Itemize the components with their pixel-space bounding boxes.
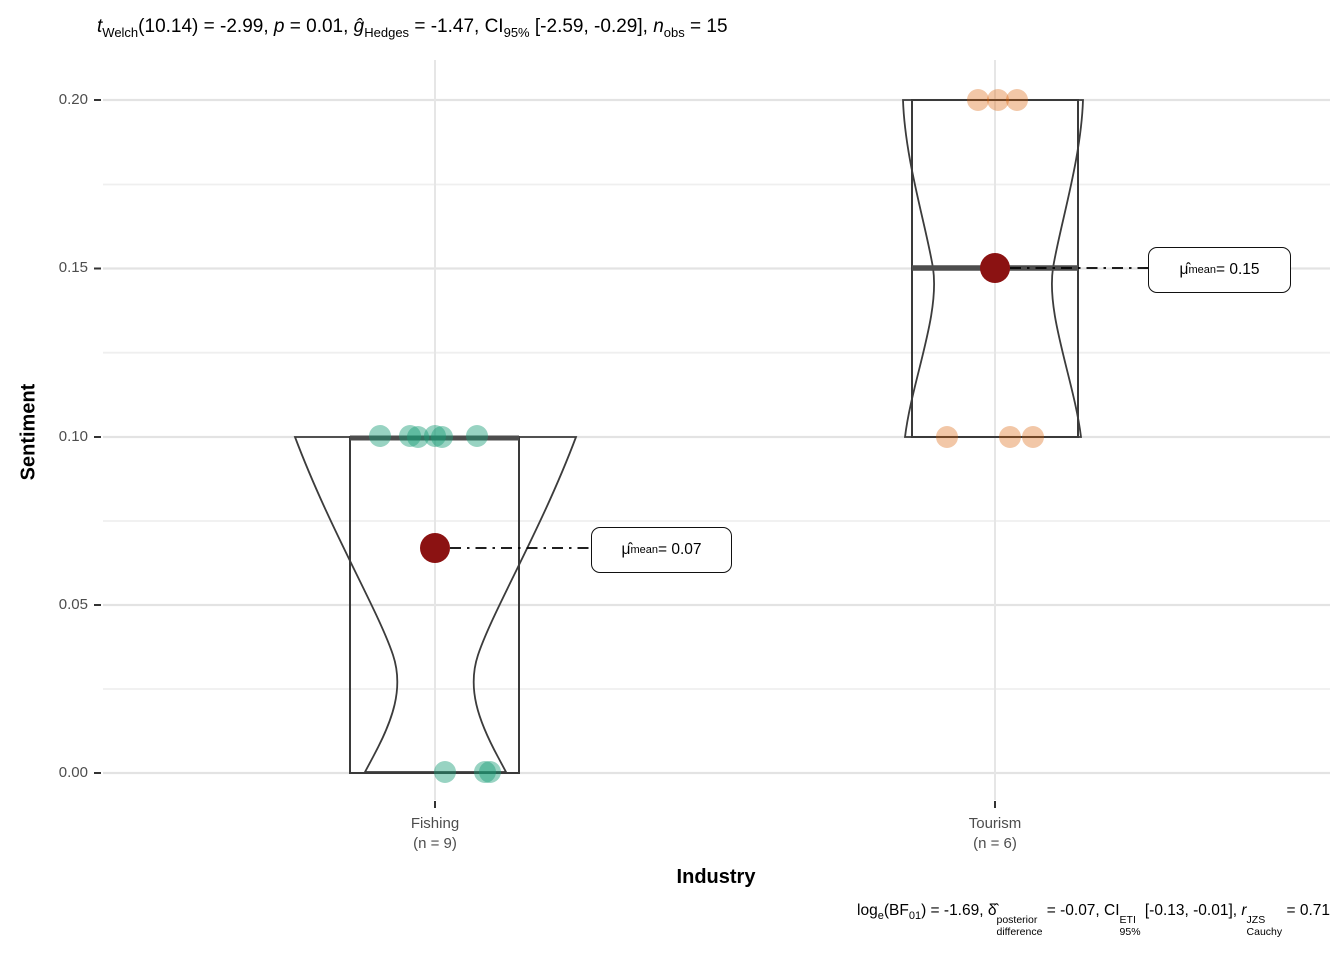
stats-caption-part: ) = -1.69,	[921, 902, 988, 919]
gridlines-vertical	[434, 60, 996, 800]
y-tick-label: 0.10	[58, 428, 88, 445]
stats-subtitle-part: (10.14) = -2.99,	[138, 16, 274, 37]
stats-subtitle-part: obs	[663, 25, 685, 40]
stats-subtitle-part: n	[653, 16, 664, 37]
stats-subtitle-part: Welch	[102, 25, 139, 40]
mu-hat-symbol: μ̂	[1179, 261, 1189, 278]
stats-caption-part: 01	[908, 910, 922, 922]
y-tick-label: 0.15	[58, 259, 88, 276]
points-tourism	[936, 89, 1044, 448]
violin-tourism	[902, 99, 1084, 438]
stats-caption-supsub: JZS Cauchy	[1246, 914, 1283, 939]
x-axis-title: Industry	[676, 866, 756, 888]
mean-label-value: = 0.07	[657, 541, 702, 558]
stats-caption-supsub: posterior difference	[996, 914, 1043, 939]
stats-caption-part: (BF	[883, 902, 909, 919]
stats-caption: loge(BF01) = -1.69, δ̂ posterior differenc…	[857, 902, 1330, 939]
stats-caption-part: e	[877, 910, 884, 922]
mean-label-tourism: μ̂ mean = 0.15	[1148, 247, 1291, 293]
mean-label-subscript: mean	[1188, 264, 1216, 276]
stats-subtitle-part: = 0.01,	[284, 16, 354, 37]
stats-caption-supsub: ETI 95%	[1119, 914, 1141, 939]
x-category-name: Tourism	[968, 815, 1022, 832]
y-tick-label: 0.00	[58, 764, 88, 781]
stats-caption-part: [-0.13, -0.01],	[1140, 902, 1242, 919]
x-category-fishing: Fishing (n = 9)	[350, 814, 520, 854]
x-category-n: (n = 6)	[973, 835, 1017, 852]
stats-caption-sub: Cauchy	[1246, 925, 1283, 938]
x-category-name: Fishing	[410, 815, 460, 832]
stats-subtitle-part: Hedges	[364, 25, 410, 40]
mean-point-tourism	[980, 253, 1010, 283]
points-fishing	[369, 425, 501, 783]
y-tick-label: 0.20	[58, 91, 88, 108]
stats-caption-sup: JZS	[1246, 914, 1266, 926]
stats-caption-sub: 95%	[1119, 925, 1141, 938]
x-category-tourism: Tourism (n = 6)	[910, 814, 1080, 854]
stats-caption-sub: difference	[996, 925, 1043, 938]
stats-subtitle-part: t	[97, 16, 103, 37]
x-category-n: (n = 9)	[413, 835, 457, 852]
y-axis-title: Sentiment	[17, 383, 40, 481]
mean-point-fishing	[420, 533, 450, 563]
stats-subtitle-part: = -1.47, CI	[409, 16, 504, 37]
stats-caption-part: log	[857, 902, 878, 919]
stats-caption-part: r	[1241, 902, 1247, 919]
stats-caption-part: = -0.07, CI	[1042, 902, 1120, 919]
stats-subtitle-part: = 15	[684, 16, 728, 37]
stats-caption-part: δ̂	[987, 902, 997, 919]
mean-label-subscript: mean	[630, 544, 658, 556]
stats-subtitle: tWelch(10.14) = -2.99, p = 0.01, ĝHedges…	[97, 16, 728, 40]
gridlines-major	[103, 98, 1330, 775]
gridlines-minor	[103, 183, 1330, 690]
stats-caption-part: = 0.71	[1282, 902, 1330, 919]
axis-ticks	[94, 99, 996, 808]
stats-caption-sup: ETI	[1119, 914, 1136, 926]
mean-label-value: = 0.15	[1215, 261, 1260, 278]
stats-subtitle-part: p	[273, 16, 285, 37]
stats-subtitle-part: ĝ	[353, 16, 365, 37]
stats-caption-sup: posterior	[996, 914, 1038, 926]
mean-label-fishing: μ̂ mean = 0.07	[591, 527, 732, 573]
stats-subtitle-part: 95%	[503, 25, 530, 40]
mu-hat-symbol: μ̂	[621, 541, 631, 558]
stats-subtitle-part: [-2.59, -0.29],	[529, 16, 654, 37]
y-tick-label: 0.05	[58, 596, 88, 613]
